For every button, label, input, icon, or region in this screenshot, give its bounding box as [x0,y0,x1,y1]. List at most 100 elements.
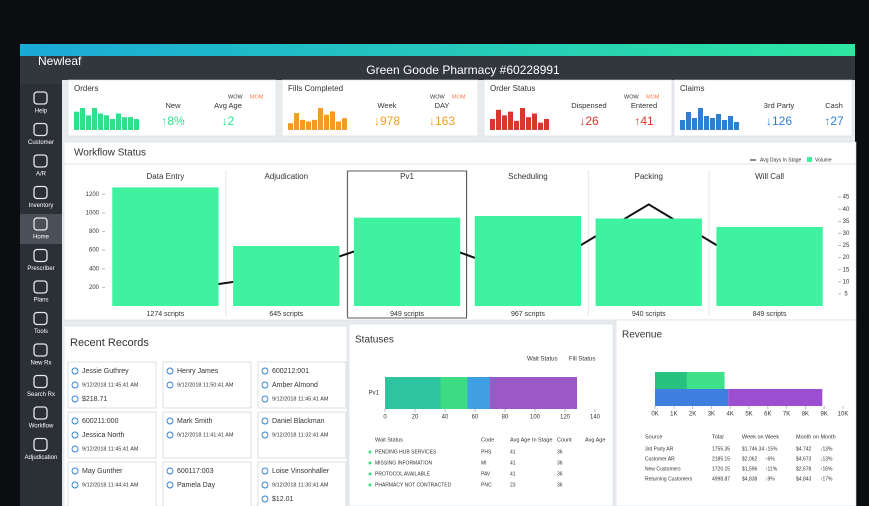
toggle[interactable]: Wait Status [527,357,557,363]
active-item [20,214,62,244]
x-tick-label: 60 [472,415,479,421]
x-tick-label: 2K [689,412,696,418]
kpi-tab[interactable]: MOM [250,94,264,100]
kpi-bar [128,117,133,130]
kpi-bar [318,108,323,130]
record-name: Jessie Guthrey [82,368,129,375]
record-card[interactable] [162,411,252,459]
table-cell: 1755.35 [712,446,730,452]
record-name: Mark Smith [177,418,213,425]
nav-label[interactable]: New Rx [30,361,51,367]
table-header: Source [645,434,662,440]
record-icon [166,381,174,389]
nav-icon[interactable] [33,154,48,168]
nav-icon[interactable] [33,311,48,326]
kpi-label: Week [377,101,396,110]
y2-tick-label: 40 [843,207,850,213]
kpi-tab[interactable]: WOW [228,94,243,100]
nav-icon[interactable] [33,374,48,389]
nav-icon[interactable] [33,91,48,105]
record-card[interactable] [162,461,252,506]
table-cell: ↑17% [820,476,833,482]
record-card[interactable] [257,411,347,459]
table-cell: ↑6% [765,456,775,462]
record-amount: $218.71 [82,396,107,403]
kpi-bar [330,111,335,130]
x-tick-label: 120 [560,415,571,421]
nav-icon[interactable] [33,280,48,294]
record-card[interactable] [257,461,347,506]
brand: Newleaf [38,54,82,68]
table-cell: 4998.87 [712,476,730,482]
nav-label[interactable]: Inventory [29,203,54,209]
nav-icon[interactable] [33,248,48,263]
nav-label[interactable]: Search Rx [27,392,55,398]
category-label: Pv1 [400,172,414,181]
record-amount: $12.01 [272,496,294,503]
nav-label[interactable]: Customer [28,140,54,146]
record-name: Daniel Blackman [272,418,325,425]
kpi-title: Orders [74,84,98,93]
kpi-title: Order Status [490,84,535,93]
table-cell: 36 [557,482,563,488]
nav-label[interactable]: A/R [36,172,47,178]
kpi-bar [686,112,691,130]
kpi-bar [698,108,703,130]
table-cell: ↓15% [765,446,778,452]
kpi-bar [342,118,347,130]
kpi-bar [704,116,709,130]
bar [716,226,823,306]
table-header: Month on Month [796,434,836,440]
table-cell: 2185.15 [712,456,730,462]
kpi-tab[interactable]: WOW [624,94,639,100]
nav-label[interactable]: Plans [33,298,48,304]
record-icon [71,467,79,475]
record-icon [261,395,269,403]
table-cell: 36 [557,460,563,466]
nav-icon[interactable] [33,343,48,357]
chart-title: Workflow Status [74,148,146,159]
toggle[interactable]: Fill Status [569,357,595,363]
nav-icon[interactable] [33,122,48,137]
recent-title: Recent Records [70,337,149,349]
record-card[interactable] [67,411,157,459]
nav-label[interactable]: Home [33,235,50,241]
table-cell: PROTOCOL AVAILABLE [375,471,431,477]
nav-icon[interactable] [33,406,48,420]
status-dot [368,483,372,487]
table-cell: 1720.15 [712,466,730,472]
record-card[interactable] [257,361,347,409]
record-card[interactable] [67,461,157,506]
nav-icon[interactable] [33,437,48,452]
record-time: 9/12/2018 11:41:41 AM [177,432,234,438]
kpi-tab[interactable]: MOM [452,94,466,100]
table-cell: PAV [481,471,491,477]
kpi-bar [80,108,85,130]
sidebar [20,84,62,506]
nav-icon[interactable] [33,217,48,231]
nav-label[interactable]: Adjudication [25,455,58,461]
y2-tick-label: 45 [843,195,850,201]
nav-label[interactable]: Workflow [29,424,54,430]
table-cell: $1,746.34 [742,446,764,452]
kpi-bar [336,121,341,130]
record-icon [261,417,269,425]
table-header: Wait Status [375,437,403,443]
record-id: 600117:003 [177,468,214,475]
nav-label[interactable]: Tools [34,329,48,335]
kpi-value: ↑27 [824,114,844,128]
nav-label[interactable]: Help [35,109,48,115]
table-header: Code [481,437,494,443]
record-card[interactable] [162,361,252,409]
kpi-tab[interactable]: MOM [646,94,660,100]
nav-icon[interactable] [33,185,48,200]
record-name: Loise Vinsonhaller [272,468,330,475]
record-card[interactable] [67,361,157,409]
bar-segment [655,372,687,389]
kpi-bar [544,119,549,130]
nav-label[interactable]: Prescriber [27,266,54,272]
table-cell: 41 [510,471,516,477]
statuses-panel [348,323,614,506]
kpi-tab[interactable]: WOW [430,94,445,100]
y2-tick-label: 5 [844,291,848,297]
